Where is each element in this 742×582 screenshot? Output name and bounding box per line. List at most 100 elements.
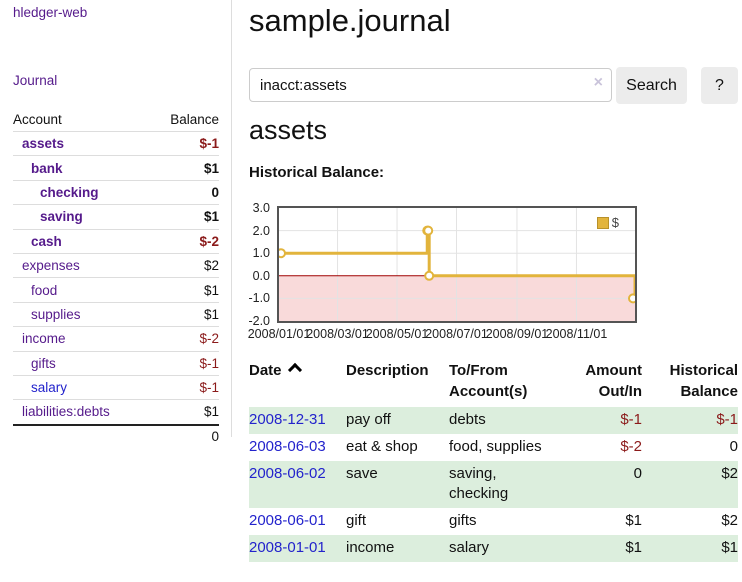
transaction-description-cell: income [346, 538, 395, 556]
register-col-accounts: To/From Account(s) [449, 362, 528, 400]
transaction-amount-cell: $-1 [620, 411, 642, 428]
account-row: gifts $-1 [13, 352, 219, 376]
search-button[interactable]: Search [616, 67, 687, 104]
x-tick-label: 2008/03/01 [306, 327, 369, 341]
register-row: 2008-06-03 eat & shop food, supplies $-2 0 [249, 434, 738, 461]
transaction-date-link[interactable]: 2008-12-31 [249, 411, 326, 428]
help-button[interactable]: ? [701, 67, 738, 104]
account-balance: $-2 [199, 233, 219, 249]
account-row: food $1 [13, 278, 219, 303]
transaction-amount-cell: $1 [625, 538, 642, 556]
transaction-date-link[interactable]: 2008-06-03 [249, 437, 326, 455]
page-title: sample.journal [249, 3, 451, 38]
account-row: assets $-1 [13, 132, 219, 157]
search-input[interactable] [249, 68, 612, 102]
account-balance: $-1 [199, 380, 219, 396]
transaction-date-cell: 2008-06-01 [249, 508, 346, 535]
account-link-checking[interactable]: checking [40, 184, 99, 200]
main-content: sample.journal × Search ? assets Histori… [248, 0, 742, 582]
account-row: cash $-2 [13, 230, 219, 254]
y-tick-label: -1.0 [248, 291, 270, 306]
accounts-col-balance: Balance [170, 112, 219, 127]
account-link-liabilities-debts[interactable]: liabilities:debts [22, 404, 110, 420]
account-link-income[interactable]: income [22, 331, 66, 347]
register-col-date[interactable]: Date [249, 360, 346, 407]
account-row: supplies $1 [13, 303, 219, 328]
transaction-date-link[interactable]: 2008-01-01 [249, 538, 326, 556]
x-tick-label: 2008/05/01 [365, 327, 429, 341]
account-row: expenses $2 [13, 254, 219, 279]
register-row: 2008-06-02 save saving, checking 0 $2 [249, 460, 738, 508]
x-tick-label: 2008/09/01 [485, 327, 549, 341]
y-tick-label: 1.0 [252, 246, 270, 261]
transaction-date-link[interactable]: 2008-06-01 [249, 511, 326, 529]
account-balance: $-2 [199, 331, 219, 347]
transaction-accounts-cell: food, supplies [449, 437, 542, 455]
transaction-balance-cell: $1 [721, 538, 738, 556]
transaction-balance-cell: $2 [721, 511, 738, 529]
register-row: 2008-01-01 income salary $1 $1 [249, 534, 738, 562]
clear-search-icon[interactable]: × [593, 74, 603, 91]
y-tick-label: 2.0 [252, 223, 270, 238]
chart-svg [276, 208, 638, 321]
chart-legend: $ [596, 215, 619, 230]
x-tick-label: 2008/01/01 [247, 327, 311, 341]
accounts-table-header: Account Balance [13, 108, 219, 132]
account-link-saving[interactable]: saving [40, 209, 83, 225]
account-link-expenses[interactable]: expenses [22, 258, 80, 274]
transaction-balance-cell: 0 [729, 437, 738, 455]
account-link-assets[interactable]: assets [22, 136, 65, 152]
accounts-total-row: 0 [13, 423, 219, 448]
register-col-amount: Amount Out/In [585, 362, 642, 400]
account-link-salary[interactable]: salary [31, 380, 68, 396]
account-balance: 0 [211, 184, 219, 200]
register-row: 2008-12-31 pay off debts $-1 $-1 [249, 407, 738, 434]
transaction-amount-cell: $-2 [620, 437, 642, 455]
transaction-amount-cell: 0 [633, 464, 642, 482]
chart-title: Historical Balance: [249, 164, 385, 181]
account-balance: $-1 [199, 136, 219, 152]
transaction-date-cell: 2008-06-02 [249, 461, 346, 508]
accounts-table: Account Balance assets $-1 bank $1 checking 0… [13, 108, 219, 448]
legend-swatch-icon [596, 216, 609, 229]
account-balance: $1 [203, 404, 219, 420]
account-balance: $1 [203, 282, 219, 298]
transaction-balance-cell: $-1 [716, 411, 738, 428]
transaction-description-cell: pay off [346, 411, 391, 428]
account-link-gifts[interactable]: gifts [31, 355, 56, 371]
account-link-bank[interactable]: bank [31, 160, 63, 176]
account-link-cash[interactable]: cash [31, 233, 62, 249]
x-tick-label: 2008/07/01 [425, 327, 488, 341]
transaction-amount-cell: $1 [625, 511, 642, 529]
transaction-accounts-cell: debts [449, 411, 486, 428]
transaction-description-cell: eat & shop [346, 437, 418, 455]
account-row: income $-2 [13, 327, 219, 352]
transaction-description-cell: gift [346, 511, 367, 529]
search-box: × [249, 68, 612, 103]
account-row: salary $-1 [13, 376, 219, 401]
transaction-balance-cell: $2 [721, 464, 738, 482]
register-row: 2008-06-01 gift gifts $1 $2 [249, 508, 738, 535]
account-balance: $-1 [199, 355, 219, 371]
account-row: saving $1 [13, 205, 219, 230]
sidebar: hledger-web Journal Account Balance asse… [0, 0, 232, 444]
accounts-rows: assets $-1 bank $1 checking 0 saving $1 cash $-2 e… [13, 132, 219, 424]
transaction-date-link[interactable]: 2008-06-02 [249, 464, 326, 482]
chart-plot-area: $ [276, 206, 638, 323]
account-balance: $1 [203, 306, 219, 322]
transaction-date-cell: 2008-01-01 [249, 535, 346, 562]
sidebar-item-journal[interactable]: Journal [13, 73, 58, 88]
brand-link[interactable]: hledger-web [13, 5, 88, 20]
account-balance: $1 [203, 160, 219, 176]
account-heading: assets [249, 115, 328, 145]
account-link-food[interactable]: food [31, 282, 58, 298]
legend-label: $ [611, 215, 619, 230]
transaction-date-cell: 2008-06-03 [249, 434, 346, 461]
transaction-description-cell: save [346, 464, 378, 482]
sort-ascending-icon [287, 362, 302, 378]
account-link-supplies[interactable]: supplies [31, 306, 81, 322]
accounts-col-account: Account [13, 112, 62, 127]
account-row: bank $1 [13, 156, 219, 181]
account-row: liabilities:debts $1 [13, 400, 219, 423]
y-tick-label: 0.0 [252, 268, 270, 283]
